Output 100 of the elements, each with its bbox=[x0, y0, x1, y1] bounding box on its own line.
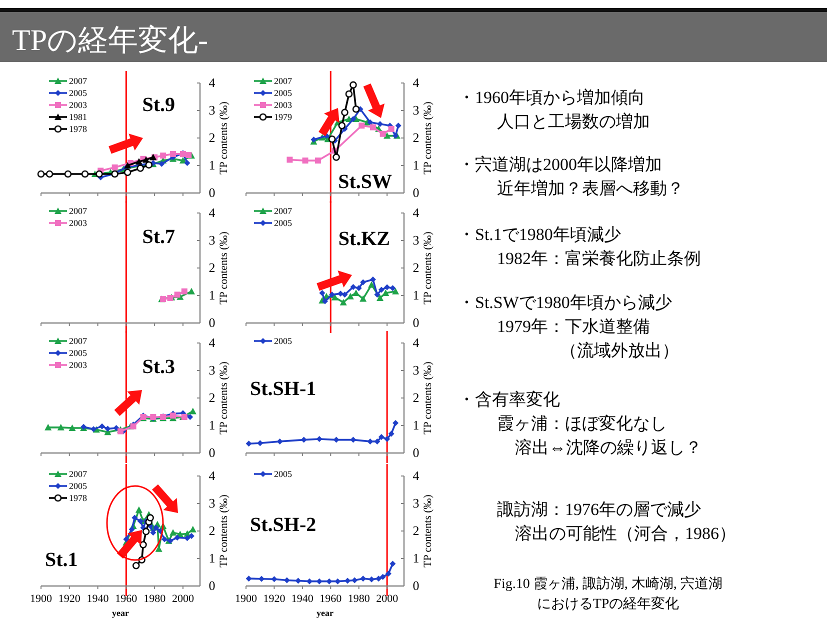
legend-label: 2007 bbox=[274, 206, 292, 216]
point bbox=[378, 286, 384, 293]
y-tick-label: 0 bbox=[208, 578, 216, 593]
y-tick-label: 2 bbox=[412, 260, 420, 275]
legend-label: 1979 bbox=[274, 112, 292, 122]
point bbox=[388, 430, 394, 437]
legend-label: 2007 bbox=[69, 336, 88, 346]
y-tick-label: 4 bbox=[412, 335, 420, 350]
text: TPの経年変化- bbox=[12, 24, 208, 57]
point bbox=[188, 288, 195, 294]
point bbox=[370, 124, 376, 130]
y-tick-label: 3 bbox=[208, 102, 216, 118]
point bbox=[302, 158, 308, 164]
point bbox=[390, 560, 396, 567]
text: ・St.1で1980年頃減少 bbox=[458, 225, 621, 244]
point bbox=[124, 168, 132, 176]
y-tick-label: 1 bbox=[412, 418, 420, 432]
point bbox=[374, 438, 380, 444]
y-tick-label: 4 bbox=[412, 468, 420, 483]
point bbox=[360, 295, 367, 302]
point bbox=[90, 426, 97, 432]
point bbox=[358, 122, 365, 129]
x-tick-label: 1900 bbox=[30, 593, 52, 605]
point bbox=[374, 292, 380, 298]
point bbox=[392, 420, 399, 426]
y-tick-label: 2 bbox=[208, 523, 216, 538]
x-tick-label: 1940 bbox=[291, 593, 314, 605]
y-tick-label: 2 bbox=[208, 260, 216, 275]
text: 諏訪湖：1976年の層で減少 bbox=[497, 500, 701, 519]
y-tick-label: 3 bbox=[208, 232, 216, 248]
text: ・含有率変化 bbox=[458, 390, 560, 409]
point bbox=[132, 514, 138, 521]
point bbox=[352, 105, 360, 113]
point bbox=[350, 284, 356, 290]
legend-label: 2005 bbox=[69, 481, 88, 491]
y-tick-label: 0 bbox=[412, 445, 420, 460]
point bbox=[57, 424, 64, 430]
point bbox=[135, 158, 142, 165]
point bbox=[99, 423, 106, 430]
point bbox=[350, 116, 356, 122]
point bbox=[319, 290, 326, 296]
point bbox=[44, 424, 52, 430]
y-axis-title: TP contents (‰) bbox=[218, 494, 230, 568]
y-tick-label: 0 bbox=[412, 578, 420, 593]
point bbox=[390, 285, 396, 292]
legend-label: 2007 bbox=[69, 469, 88, 479]
point bbox=[37, 170, 45, 178]
point bbox=[314, 158, 321, 164]
point bbox=[340, 298, 347, 306]
point bbox=[140, 541, 147, 548]
y-tick-label: 1 bbox=[412, 550, 420, 566]
point bbox=[345, 90, 353, 98]
point bbox=[162, 536, 168, 542]
y-tick-label: 2 bbox=[208, 390, 216, 405]
point bbox=[392, 288, 400, 294]
point bbox=[146, 514, 154, 522]
point bbox=[370, 276, 376, 283]
y-tick-label: 0 bbox=[208, 315, 216, 330]
y-axis-title: TP contents (‰) bbox=[218, 361, 230, 434]
point bbox=[356, 285, 362, 292]
point bbox=[246, 576, 252, 582]
x-tick-label: 1900 bbox=[235, 593, 258, 605]
y-tick-label: 2 bbox=[412, 390, 420, 405]
y-tick-label: 3 bbox=[412, 496, 420, 510]
point bbox=[150, 530, 156, 536]
point bbox=[160, 152, 166, 159]
legend-label: 1978 bbox=[69, 124, 88, 134]
point bbox=[352, 290, 360, 296]
point bbox=[186, 152, 192, 158]
x-tick-label: 1940 bbox=[86, 593, 110, 605]
y-axis-title: TP contents (‰) bbox=[422, 494, 434, 568]
text: におけるTPの経年変化 bbox=[536, 596, 680, 612]
legend-label: 1981 bbox=[69, 112, 87, 122]
text: ・宍道湖は2000年以降増加 bbox=[458, 155, 662, 174]
point bbox=[135, 506, 142, 513]
point bbox=[350, 81, 357, 89]
y-tick-label: 4 bbox=[208, 468, 216, 483]
point bbox=[181, 288, 188, 294]
legend-label: 2003 bbox=[69, 360, 88, 370]
x-tick-label: 1980 bbox=[348, 593, 370, 605]
point bbox=[382, 290, 390, 296]
point bbox=[316, 436, 322, 442]
y-tick-label: 4 bbox=[208, 205, 216, 220]
point bbox=[112, 164, 118, 170]
text: 溶出の可能性（河合，1986） bbox=[515, 524, 736, 543]
x-tick-label: 1960 bbox=[320, 593, 342, 605]
point bbox=[189, 408, 196, 414]
y-axis-title: TP contents (‰) bbox=[422, 231, 434, 304]
point bbox=[187, 414, 194, 420]
text: 近年増加？表層へ移動？ bbox=[497, 179, 684, 198]
text: ・1960年頃から増加傾向 bbox=[458, 88, 645, 107]
point bbox=[68, 424, 76, 431]
text: St.7 bbox=[142, 226, 175, 248]
point bbox=[123, 536, 130, 542]
legend-label: 2003 bbox=[69, 218, 88, 228]
point bbox=[346, 292, 354, 300]
point bbox=[384, 132, 391, 139]
point bbox=[184, 535, 190, 542]
point bbox=[128, 526, 135, 532]
point bbox=[376, 294, 384, 301]
